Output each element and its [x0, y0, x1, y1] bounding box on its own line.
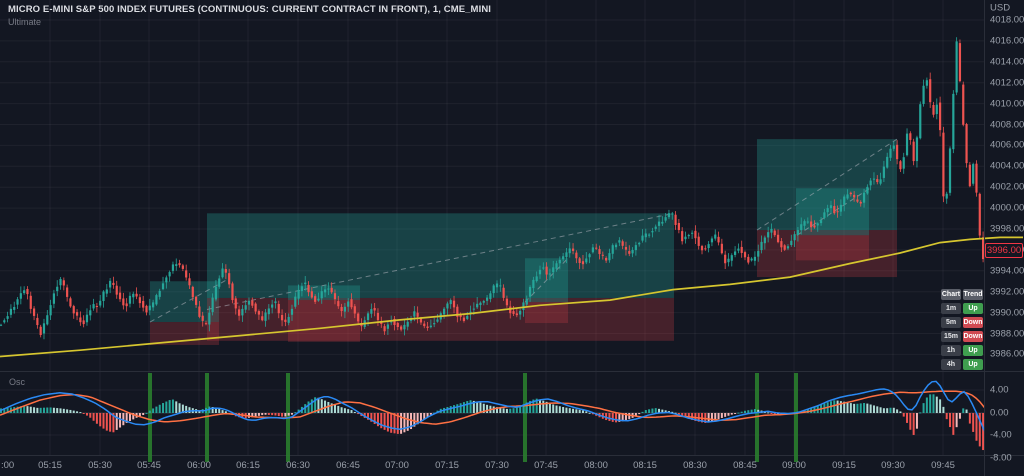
trend-table-timeframe-cell: 4h [941, 359, 961, 370]
time-axis-label: 05:45 [137, 460, 161, 471]
price-axis-label: 3986.00 [990, 348, 1024, 360]
time-axis-label: 09:15 [832, 460, 856, 471]
osc-axis-label: -4.00 [990, 429, 1012, 441]
trend-table-header-cell: Chart [941, 289, 961, 300]
oscillator-pane-label[interactable]: Osc [9, 377, 26, 387]
trend-table-header-cell: Trend [963, 289, 983, 300]
macd-line [0, 380, 984, 432]
time-axis-label: 07:15 [435, 460, 459, 471]
time-axis-label: 09:30 [881, 460, 905, 471]
price-axis-label: 4004.00 [990, 160, 1024, 172]
price-axis-label: 4016.00 [990, 35, 1024, 47]
time-axis-label: 06:30 [286, 460, 310, 471]
trend-table-timeframe-cell: 1h [941, 345, 961, 356]
trend-table-trend-cell: Up [963, 303, 983, 314]
trend-summary-table: Chart Trend 1m Up 5m Down 15m Down 1h Up 4h Up [941, 289, 983, 370]
signal-line [0, 390, 984, 425]
time-axis-label: 07:45 [534, 460, 558, 471]
price-axis-label: 4008.00 [990, 119, 1024, 130]
osc-axis-label: 0.00 [990, 407, 1009, 419]
trend-table-trend-cell: Down [963, 331, 983, 342]
osc-axis-label: 4.00 [990, 384, 1009, 396]
time-axis-label: 09:45 [931, 460, 955, 471]
time-axis-label: 07:30 [485, 460, 509, 471]
price-axis-label: 3998.00 [990, 223, 1024, 235]
time-axis-label: 05:30 [88, 460, 112, 471]
price-axis-label: 3988.00 [990, 328, 1024, 339]
symbol-title[interactable]: MICRO E-MINI S&P 500 INDEX FUTURES (CONT… [8, 4, 492, 15]
time-axis-label: 08:15 [633, 460, 657, 471]
osc-axis-label: -8.00 [990, 452, 1012, 464]
time-axis-label: 09:00 [782, 460, 806, 471]
time-axis-label-partial: :00 [1, 460, 15, 471]
trend-table-trend-cell: Up [963, 359, 983, 370]
trend-table-trend-cell: Down [963, 317, 983, 328]
price-axis-label: 4012.00 [990, 77, 1024, 89]
time-axis-label: 08:45 [733, 460, 757, 471]
price-axis-label: 4002.00 [990, 181, 1024, 193]
ma-line [0, 236, 1023, 358]
price-axis-label: 4014.00 [990, 56, 1024, 68]
trend-table-timeframe-cell: 15m [941, 331, 961, 342]
price-axis-label: 4006.00 [990, 139, 1024, 151]
gridlines [0, 0, 984, 455]
price-axis-label: 4010.00 [990, 98, 1024, 110]
oscillator-pane [0, 373, 984, 455]
trend-table-timeframe-cell: 1m [941, 303, 961, 314]
trend-table-timeframe-cell: 5m [941, 317, 961, 328]
last-price-tag: 3996.00 [985, 242, 1023, 258]
time-axis-label: 06:00 [187, 460, 211, 471]
price-axis-label: 3990.00 [990, 307, 1024, 319]
time-axis-label: 05:15 [38, 460, 62, 471]
time-axis-label: 06:45 [336, 460, 360, 471]
price-axis-label: 4018.00 [990, 14, 1024, 26]
time-axis-label: 08:30 [683, 460, 707, 471]
indicator-label[interactable]: Ultimate [8, 17, 42, 27]
price-axis-label: 4000.00 [990, 202, 1024, 214]
trend-table-trend-cell: Up [963, 345, 983, 356]
price-axis-label: 3992.00 [990, 286, 1024, 298]
price-axis-currency: USD [990, 2, 1011, 14]
time-axis-label: 08:00 [584, 460, 608, 471]
time-axis-label: 06:15 [236, 460, 260, 471]
price-axis-label: 3994.00 [990, 265, 1024, 277]
time-axis-label: 07:00 [385, 460, 409, 471]
